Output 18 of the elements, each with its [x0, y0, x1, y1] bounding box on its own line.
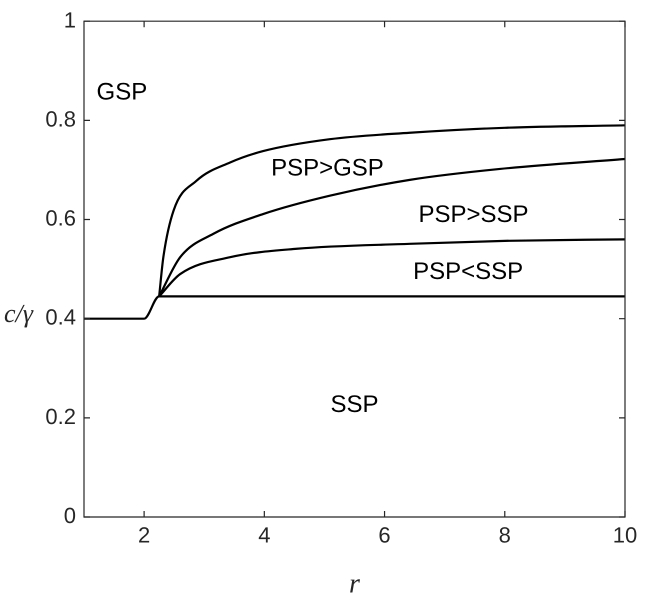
x-tick-label: 2 — [138, 522, 150, 548]
y-axis-title: c/γ — [4, 299, 34, 328]
x-axis-title: r — [349, 568, 360, 600]
x-tick-label: 8 — [498, 522, 511, 548]
annotation: SSP — [330, 391, 379, 418]
annotation: PSP>GSP — [271, 154, 384, 182]
annotation: PSP<SSP — [413, 258, 524, 286]
y-tick-label: 0.6 — [45, 206, 76, 231]
x-tick-label: 6 — [378, 522, 391, 548]
x-tick-label: 4 — [258, 522, 270, 548]
x-tick-label: 10 — [612, 522, 638, 548]
y-tick-label: 1 — [64, 7, 76, 32]
annotation: GSP — [96, 78, 148, 106]
y-tick-label: 0.2 — [45, 404, 76, 429]
annotation: PSP>SSP — [418, 201, 529, 228]
y-tick-label: 0 — [64, 503, 76, 528]
y-tick-label: 0.4 — [45, 304, 76, 330]
y-tick-label: 0.8 — [45, 106, 76, 132]
